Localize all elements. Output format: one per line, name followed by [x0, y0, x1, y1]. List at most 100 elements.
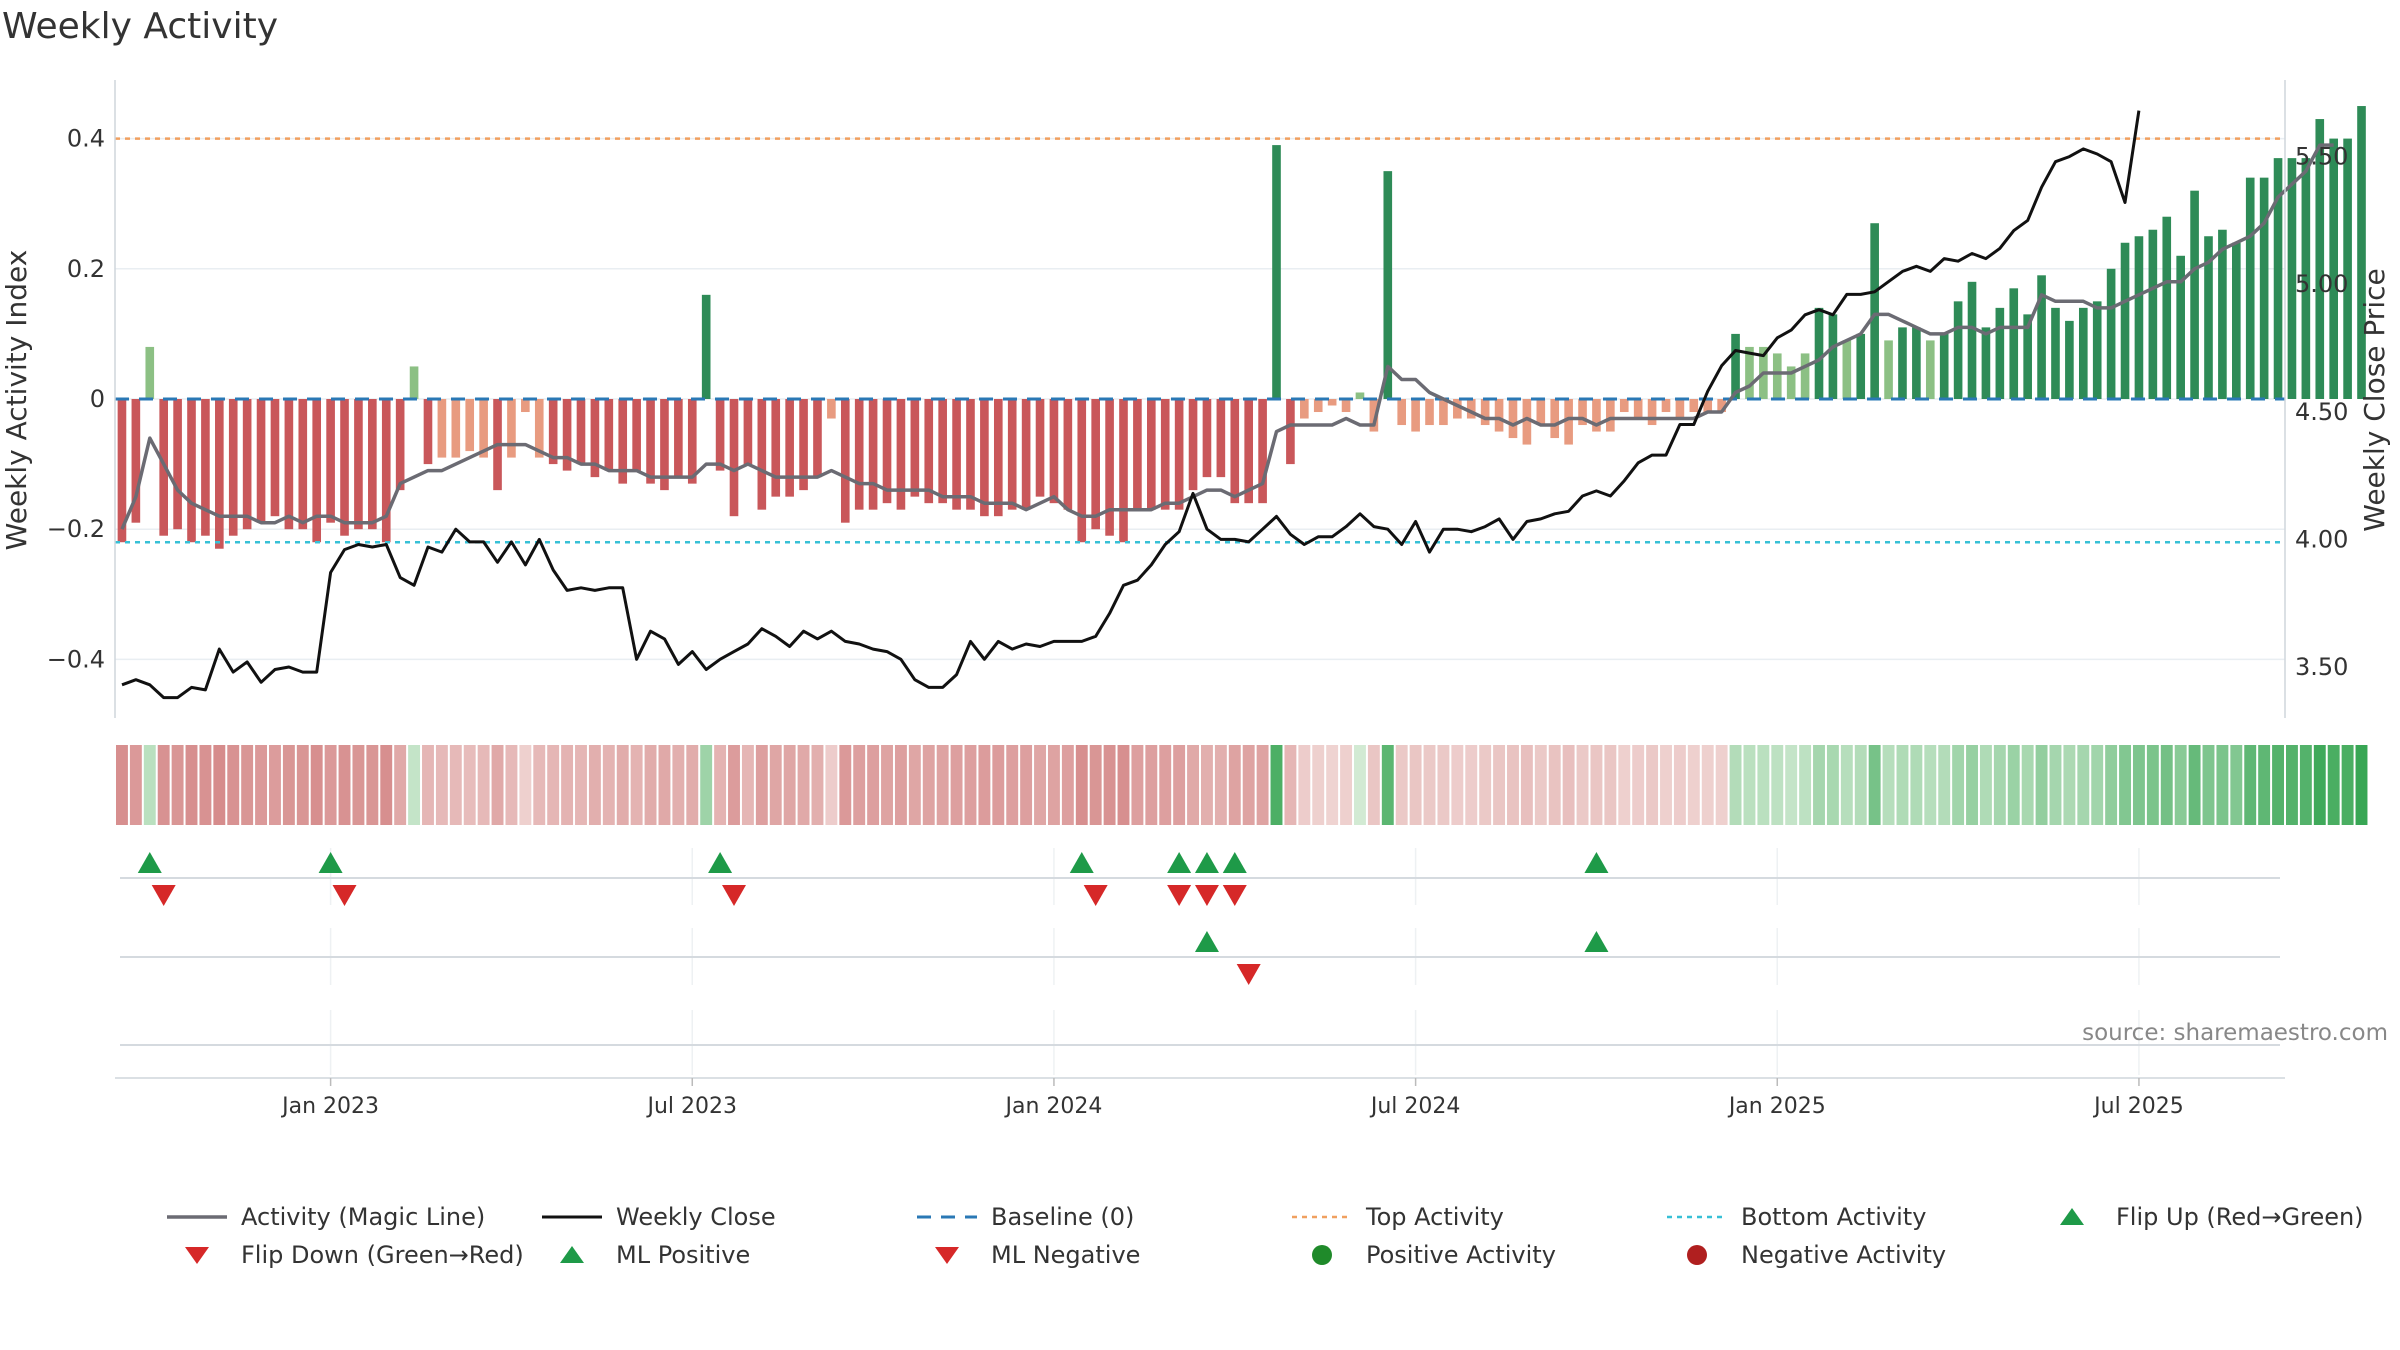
- heat-cell: [519, 745, 532, 825]
- heat-cell: [1896, 745, 1909, 825]
- heat-cell: [1075, 745, 1088, 825]
- legend-item: Positive Activity: [1290, 1238, 1556, 1272]
- heat-cell: [241, 745, 254, 825]
- green-dot-icon: [1312, 1245, 1332, 1265]
- activity-bar: [1327, 399, 1337, 406]
- activity-bar: [270, 399, 280, 517]
- heat-cell: [2230, 745, 2243, 825]
- x-tick-label: Jul 2023: [646, 1094, 738, 1119]
- activity-bar: [215, 399, 224, 549]
- legend-item: Flip Up (Red→Green): [2040, 1200, 2364, 1234]
- heat-cell: [992, 745, 1005, 825]
- legend-item: ML Negative: [915, 1238, 1140, 1272]
- heat-cell: [1729, 745, 1742, 825]
- activity-bar: [1786, 366, 1796, 399]
- activity-bar: [1466, 399, 1476, 419]
- activity-bar: [1689, 399, 1699, 413]
- y-tick-label: 0: [90, 385, 105, 413]
- activity-bar: [1007, 399, 1017, 510]
- heat-cell: [867, 745, 880, 825]
- heat-cell: [1034, 745, 1046, 825]
- flip-down-marker: [332, 885, 357, 906]
- activity-bar: [1063, 399, 1073, 510]
- heat-cell: [185, 745, 198, 825]
- activity-bar: [562, 399, 572, 471]
- activity-bar: [1077, 399, 1087, 543]
- heat-cell: [1173, 745, 1186, 825]
- heat-cell: [839, 745, 852, 825]
- heat-cell: [2049, 745, 2062, 825]
- heat-cell: [825, 745, 838, 825]
- heat-cell: [2132, 745, 2145, 825]
- heat-cell: [1228, 745, 1241, 825]
- activity-bar: [2343, 138, 2352, 399]
- activity-bar: [1884, 340, 1893, 399]
- heat-cell: [296, 745, 309, 825]
- flip-up-marker: [1194, 931, 1219, 952]
- heat-cell: [978, 745, 991, 825]
- heat-cell: [644, 745, 657, 825]
- activity-bar: [2301, 158, 2311, 399]
- activity-bar: [173, 399, 182, 530]
- activity-bar: [882, 399, 892, 504]
- signal-strips: Jan 2023 Jul 2023 Jan 2024 Jul 2024 Jan 2025…: [115, 848, 2285, 1119]
- legend-label: Activity (Magic Line): [241, 1203, 486, 1231]
- heat-cell: [602, 745, 615, 825]
- activity-bar: [1703, 399, 1713, 413]
- heat-cell: [2021, 745, 2034, 825]
- heat-cell: [1590, 745, 1603, 825]
- activity-bar: [312, 399, 322, 543]
- activity-bar: [1814, 307, 1824, 399]
- heat-cell: [1423, 745, 1436, 825]
- heat-cell: [1479, 745, 1492, 825]
- activity-bar: [1453, 399, 1462, 419]
- heat-cell: [1673, 745, 1686, 825]
- activity-bar: [1480, 399, 1490, 426]
- y-tick-label: −0.4: [47, 645, 105, 673]
- activity-bar: [340, 399, 349, 536]
- heat-cell: [672, 745, 685, 825]
- heat-cell: [435, 745, 448, 825]
- heat-cell: [2286, 745, 2298, 825]
- activity-bar: [1828, 314, 1838, 399]
- activity-bar: [228, 399, 238, 536]
- heat-cell: [908, 745, 921, 825]
- heat-cell: [157, 745, 170, 825]
- heat-cell: [2091, 745, 2104, 825]
- legend-label: ML Positive: [616, 1241, 751, 1269]
- heat-cell: [1966, 745, 1978, 825]
- activity-bar: [1174, 399, 1184, 510]
- activity-bar: [187, 399, 196, 543]
- heat-cell: [1576, 745, 1589, 825]
- activity-bar: [1981, 327, 1991, 399]
- heat-cell: [1813, 745, 1825, 825]
- heat-cell: [964, 745, 977, 825]
- activity-bar: [1244, 399, 1253, 504]
- legend-label: ML Negative: [991, 1241, 1141, 1269]
- heat-cell: [2202, 745, 2215, 825]
- activity-bar: [1300, 399, 1309, 419]
- heat-cell: [1826, 745, 1839, 825]
- heat-cell: [2272, 745, 2284, 825]
- heat-cell: [1117, 745, 1130, 825]
- legend-item: Top Activity: [1290, 1200, 1504, 1234]
- heat-cell: [116, 745, 128, 825]
- activity-bar: [2218, 229, 2227, 399]
- heat-cell: [1089, 745, 1102, 825]
- activity-bar: [1717, 399, 1726, 413]
- activity-bar: [423, 399, 433, 465]
- legend-item: Baseline (0): [915, 1200, 1134, 1234]
- activity-bar: [201, 399, 210, 536]
- activity-bar: [1411, 399, 1420, 432]
- activity-bar: [1912, 327, 1921, 399]
- heat-cell: [1437, 745, 1450, 825]
- legend-label: Baseline (0): [991, 1203, 1135, 1231]
- activity-bar: [242, 399, 252, 530]
- activity-bar: [938, 399, 947, 504]
- activity-bar: [117, 399, 127, 543]
- heat-cell: [449, 745, 462, 825]
- heat-cell: [1868, 745, 1881, 825]
- activity-bar: [2162, 216, 2172, 399]
- heat-cell: [1562, 745, 1575, 825]
- activity-bar: [507, 399, 516, 458]
